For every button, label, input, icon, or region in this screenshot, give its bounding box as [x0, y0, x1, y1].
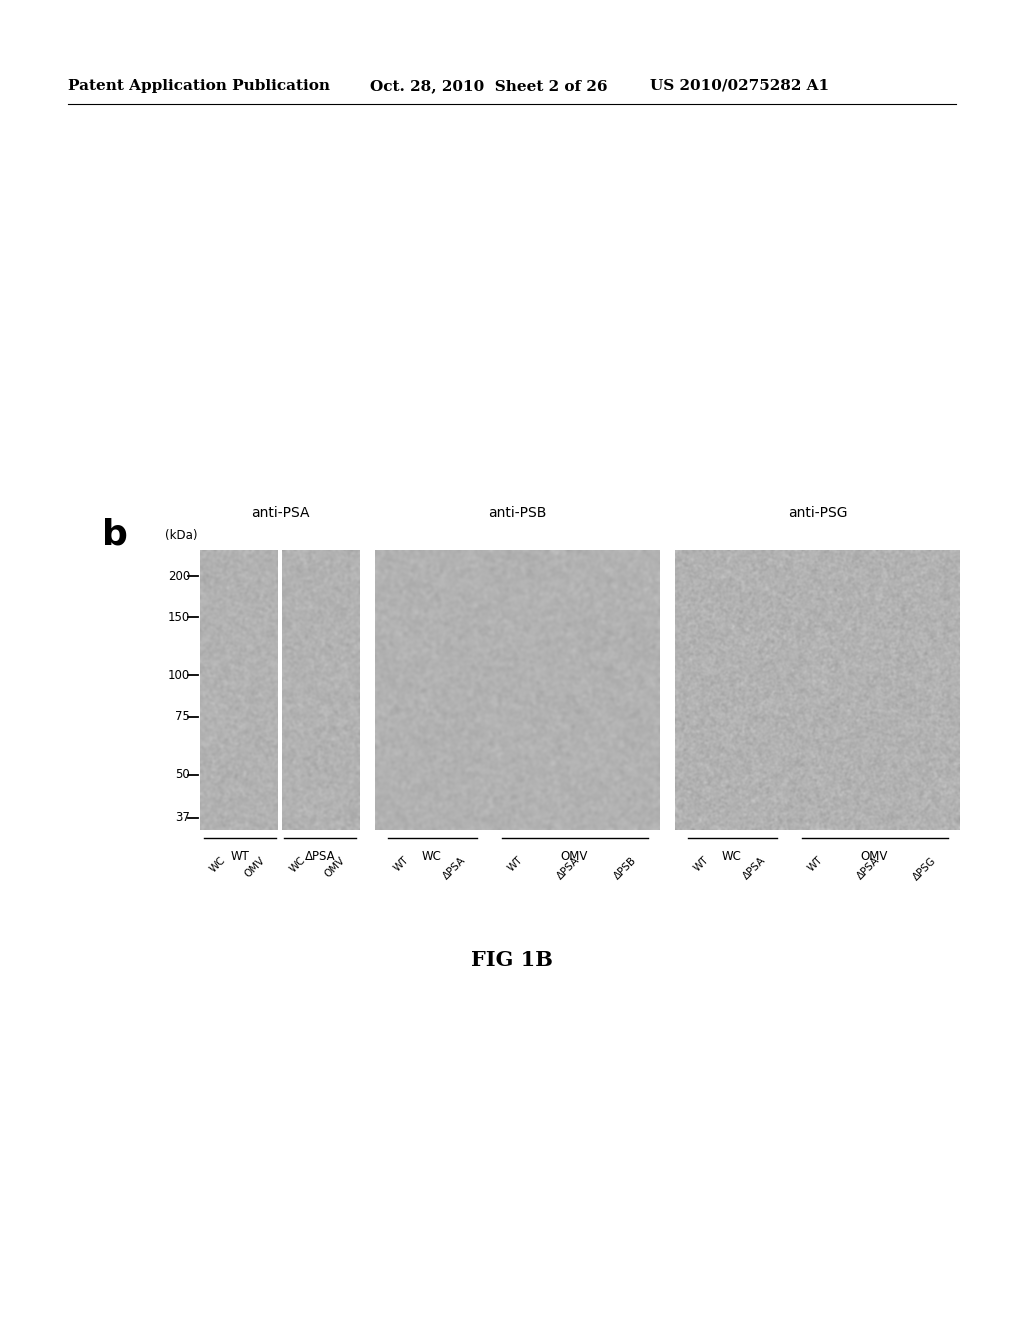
Text: WT: WT — [506, 855, 524, 874]
Text: FIG 1B: FIG 1B — [471, 950, 553, 970]
Text: WC: WC — [722, 850, 742, 863]
Text: ΔPSB: ΔPSB — [612, 855, 639, 882]
Text: 100: 100 — [168, 669, 190, 682]
Text: ΔPSA: ΔPSA — [855, 855, 882, 882]
Text: anti-PSA: anti-PSA — [251, 506, 309, 520]
Bar — [360, 550, 375, 830]
Text: (kDa): (kDa) — [166, 529, 198, 543]
Bar — [660, 550, 675, 830]
Text: Patent Application Publication: Patent Application Publication — [68, 79, 330, 92]
Text: ΔPSA: ΔPSA — [741, 855, 768, 882]
Text: ΔPSA: ΔPSA — [555, 855, 582, 882]
Text: WC: WC — [422, 850, 442, 863]
Text: WT: WT — [806, 855, 824, 874]
Text: ΔPSA: ΔPSA — [305, 850, 335, 863]
Text: 200: 200 — [168, 570, 190, 582]
Text: WT: WT — [392, 855, 411, 874]
Text: OMV: OMV — [561, 850, 588, 863]
Text: ΔPSG: ΔPSG — [911, 855, 939, 882]
Text: 37: 37 — [175, 812, 190, 825]
Text: b: b — [102, 517, 128, 552]
Text: WT: WT — [230, 850, 250, 863]
Text: 75: 75 — [175, 710, 190, 723]
Text: WT: WT — [692, 855, 711, 874]
Text: OMV: OMV — [861, 850, 888, 863]
Text: anti-PSB: anti-PSB — [488, 506, 547, 520]
Text: anti-PSG: anti-PSG — [787, 506, 847, 520]
Text: 150: 150 — [168, 611, 190, 624]
Text: 50: 50 — [175, 768, 190, 781]
Text: ΔPSA: ΔPSA — [441, 855, 468, 882]
Text: Oct. 28, 2010  Sheet 2 of 26: Oct. 28, 2010 Sheet 2 of 26 — [370, 79, 607, 92]
Text: WC: WC — [288, 855, 307, 875]
Text: US 2010/0275282 A1: US 2010/0275282 A1 — [650, 79, 829, 92]
Text: OMV: OMV — [243, 855, 267, 879]
Text: OMV: OMV — [323, 855, 347, 879]
Text: WC: WC — [208, 855, 227, 875]
Bar — [278, 550, 282, 830]
